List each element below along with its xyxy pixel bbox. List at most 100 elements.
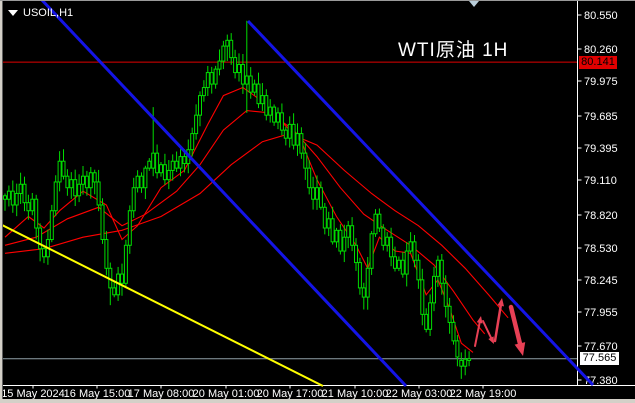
- candle-body: [120, 273, 124, 284]
- forecast-down-arrow-big[interactable]: [508, 304, 523, 346]
- y-tick-label: 79.685: [584, 111, 618, 123]
- candle-body: [303, 152, 308, 169]
- candle-body: [88, 172, 93, 189]
- candle-body: [30, 198, 35, 212]
- window-border-left-shade: [2, 0, 3, 403]
- forecast-up-arrow-1-head: [476, 316, 483, 324]
- x-tick-label: 15 May 2024: [1, 388, 65, 400]
- candle-body: [38, 227, 43, 250]
- candle-body: [334, 229, 339, 243]
- channel-line-upper[interactable]: [39, 0, 408, 388]
- candle-body: [127, 210, 132, 246]
- y-tick-label: 77.670: [584, 341, 618, 353]
- candle-body: [182, 156, 187, 165]
- candle-body: [283, 129, 288, 139]
- candle-body: [14, 192, 19, 206]
- channel-line-lower[interactable]: [246, 19, 595, 387]
- candle-body: [194, 114, 199, 135]
- candle-body: [357, 262, 362, 289]
- candle-body: [318, 187, 323, 208]
- candle-body: [221, 45, 226, 62]
- candle-body: [260, 95, 265, 105]
- candle-body: [42, 248, 46, 258]
- y-tick-label: 78.530: [584, 243, 618, 255]
- candle-body: [205, 72, 210, 89]
- candle-body: [112, 287, 117, 296]
- chart-shift-marker-icon[interactable]: [469, 1, 479, 7]
- candle-body: [201, 87, 206, 97]
- candle-body: [190, 133, 195, 151]
- x-tick-label: 16 May 15:00: [64, 388, 131, 400]
- candle-body: [233, 57, 238, 74]
- forecast-down-stroke[interactable]: [482, 320, 492, 339]
- y-tick-label: 79.110: [584, 175, 617, 187]
- symbol-timeframe-text: USOIL,H1: [23, 7, 74, 19]
- candle-body: [295, 133, 300, 146]
- candle-body: [123, 244, 128, 284]
- candle-body: [61, 160, 66, 177]
- candle-body: [53, 181, 58, 212]
- candle-body: [451, 321, 456, 342]
- candle-body: [65, 175, 70, 189]
- candle-body: [18, 183, 23, 194]
- candle-body: [322, 206, 327, 229]
- candle-body: [326, 218, 331, 229]
- candle-body: [377, 213, 382, 229]
- candle-body: [248, 75, 253, 93]
- candle-body: [151, 152, 156, 169]
- candle-body: [77, 183, 82, 197]
- candle-body: [240, 64, 245, 85]
- x-tick-label: 20 May 01:00: [193, 388, 260, 400]
- candle-body: [365, 267, 370, 298]
- candle-body: [49, 210, 54, 241]
- candle-body: [3, 195, 7, 200]
- candle-body: [143, 167, 148, 189]
- candle-body: [166, 169, 171, 181]
- candle-body: [198, 95, 202, 116]
- candle-body: [178, 156, 183, 169]
- candle-body: [350, 225, 355, 246]
- candle-body: [147, 160, 152, 169]
- candle-body: [299, 133, 304, 154]
- candle-body: [252, 83, 257, 93]
- candle-body: [287, 123, 292, 139]
- candle-body: [225, 39, 230, 47]
- candle-body: [81, 175, 85, 185]
- candle-body: [162, 164, 167, 181]
- candle-body: [272, 106, 277, 123]
- window-border-bottom: [0, 399, 635, 403]
- candle-body: [139, 175, 144, 189]
- forecast-down-arrow-big-head: [514, 342, 526, 356]
- forecast-up-arrow-1[interactable]: [474, 321, 481, 347]
- support-trendline[interactable]: [0, 222, 324, 387]
- candle-body: [229, 39, 234, 59]
- y-tick-label: 77.955: [584, 307, 618, 319]
- x-tick-label: 22 May 19:00: [450, 388, 517, 400]
- forecast-up-arrow-2[interactable]: [493, 304, 502, 343]
- candle-body: [408, 241, 413, 252]
- candle-body: [428, 302, 433, 330]
- candle-body: [34, 198, 39, 229]
- candle-body: [104, 239, 109, 269]
- candle-body: [170, 160, 175, 171]
- candle-body: [404, 250, 409, 275]
- x-tick-label: 21 May 10:00: [322, 388, 389, 400]
- candle-body: [330, 218, 335, 243]
- candle-body: [311, 187, 316, 200]
- candle-body: [459, 359, 464, 367]
- candle-body: [373, 213, 378, 235]
- y-tick-label: 79.975: [584, 76, 618, 88]
- candle-body: [217, 60, 222, 70]
- candle-body: [467, 358, 472, 361]
- candle-body: [443, 282, 448, 307]
- candle-body: [369, 233, 374, 269]
- candle-body: [435, 259, 440, 277]
- symbol-timeframe-label[interactable]: USOIL,H1: [8, 7, 73, 19]
- candle-body: [10, 190, 15, 206]
- x-tick-label: 20 May 17:00: [257, 388, 324, 400]
- candle-body: [307, 167, 312, 189]
- candle-body: [69, 179, 74, 189]
- candle-body: [96, 181, 101, 206]
